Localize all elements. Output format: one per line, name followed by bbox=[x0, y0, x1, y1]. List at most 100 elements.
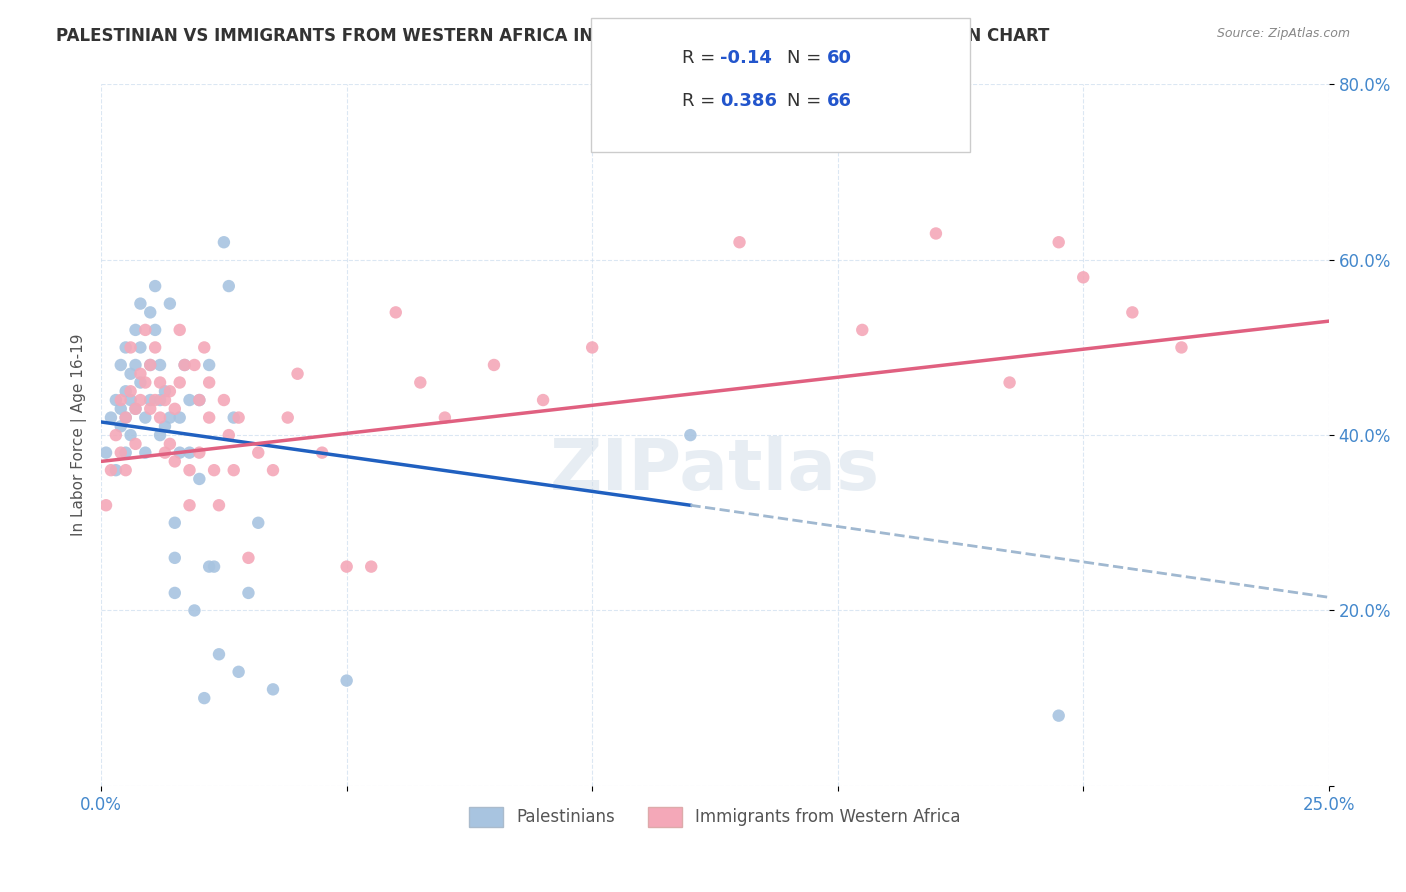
Point bbox=[1121, 305, 1143, 319]
Point bbox=[159, 384, 181, 399]
Point bbox=[208, 498, 231, 512]
Point bbox=[212, 392, 235, 407]
Y-axis label: In Labor Force | Age 16-19: In Labor Force | Age 16-19 bbox=[72, 334, 87, 536]
Point bbox=[114, 463, 136, 477]
Text: -0.14: -0.14 bbox=[720, 49, 772, 67]
Point bbox=[149, 392, 172, 407]
Point bbox=[124, 323, 146, 337]
Point bbox=[262, 682, 284, 697]
Point bbox=[169, 410, 191, 425]
Point bbox=[1071, 270, 1094, 285]
Point bbox=[679, 428, 702, 442]
Text: N =: N = bbox=[787, 49, 827, 67]
Point bbox=[124, 401, 146, 416]
Point bbox=[120, 392, 142, 407]
Point bbox=[311, 445, 333, 459]
Point bbox=[143, 341, 166, 355]
Point bbox=[124, 401, 146, 416]
Point bbox=[238, 550, 260, 565]
Point bbox=[208, 648, 231, 662]
Point bbox=[139, 358, 162, 372]
Point bbox=[143, 392, 166, 407]
Point bbox=[159, 296, 181, 310]
Point bbox=[531, 392, 554, 407]
Point bbox=[100, 410, 122, 425]
Point bbox=[1047, 235, 1070, 250]
Point bbox=[159, 410, 181, 425]
Point bbox=[114, 341, 136, 355]
Point bbox=[179, 392, 201, 407]
Point bbox=[104, 463, 127, 477]
Point bbox=[134, 445, 156, 459]
Point bbox=[163, 401, 186, 416]
Point bbox=[110, 401, 132, 416]
Point bbox=[169, 323, 191, 337]
Point bbox=[1047, 708, 1070, 723]
Point bbox=[336, 673, 359, 688]
Point bbox=[134, 376, 156, 390]
Text: 66: 66 bbox=[827, 92, 852, 110]
Point bbox=[134, 323, 156, 337]
Point bbox=[100, 463, 122, 477]
Point bbox=[238, 586, 260, 600]
Point bbox=[277, 410, 299, 425]
Point bbox=[143, 279, 166, 293]
Text: 60: 60 bbox=[827, 49, 852, 67]
Point bbox=[188, 392, 211, 407]
Point bbox=[114, 410, 136, 425]
Text: PALESTINIAN VS IMMIGRANTS FROM WESTERN AFRICA IN LABOR FORCE | AGE 16-19 CORRELA: PALESTINIAN VS IMMIGRANTS FROM WESTERN A… bbox=[56, 27, 1050, 45]
Point bbox=[149, 428, 172, 442]
Point bbox=[409, 376, 432, 390]
Point bbox=[124, 358, 146, 372]
Point bbox=[198, 376, 221, 390]
Point bbox=[581, 341, 603, 355]
Point bbox=[149, 410, 172, 425]
Point bbox=[120, 341, 142, 355]
Point bbox=[384, 305, 406, 319]
Point bbox=[129, 341, 152, 355]
Point bbox=[139, 358, 162, 372]
Point bbox=[163, 550, 186, 565]
Text: ZIPatlas: ZIPatlas bbox=[550, 435, 880, 505]
Point bbox=[153, 445, 176, 459]
Point bbox=[228, 410, 250, 425]
Point bbox=[153, 384, 176, 399]
Point bbox=[104, 428, 127, 442]
Point bbox=[179, 463, 201, 477]
Point bbox=[104, 392, 127, 407]
Point bbox=[336, 559, 359, 574]
Point bbox=[139, 305, 162, 319]
Point bbox=[110, 445, 132, 459]
Point bbox=[153, 419, 176, 434]
Point bbox=[433, 410, 456, 425]
Text: R =: R = bbox=[682, 49, 721, 67]
Point bbox=[169, 376, 191, 390]
Point bbox=[114, 410, 136, 425]
Point bbox=[134, 410, 156, 425]
Point bbox=[163, 516, 186, 530]
Text: R =: R = bbox=[682, 92, 721, 110]
Point bbox=[149, 358, 172, 372]
Point bbox=[179, 498, 201, 512]
Text: N =: N = bbox=[787, 92, 827, 110]
Point bbox=[163, 586, 186, 600]
Point bbox=[728, 235, 751, 250]
Point bbox=[149, 376, 172, 390]
Point bbox=[851, 323, 873, 337]
Point bbox=[202, 559, 225, 574]
Point bbox=[143, 323, 166, 337]
Point bbox=[114, 445, 136, 459]
Point bbox=[198, 358, 221, 372]
Point bbox=[228, 665, 250, 679]
Point bbox=[193, 691, 215, 706]
Point bbox=[120, 384, 142, 399]
Point bbox=[202, 463, 225, 477]
Point bbox=[120, 428, 142, 442]
Point bbox=[124, 437, 146, 451]
Point bbox=[222, 463, 245, 477]
Legend: Palestinians, Immigrants from Western Africa: Palestinians, Immigrants from Western Af… bbox=[463, 800, 967, 833]
Point bbox=[198, 410, 221, 425]
Point bbox=[110, 392, 132, 407]
Point bbox=[129, 392, 152, 407]
Point bbox=[139, 392, 162, 407]
